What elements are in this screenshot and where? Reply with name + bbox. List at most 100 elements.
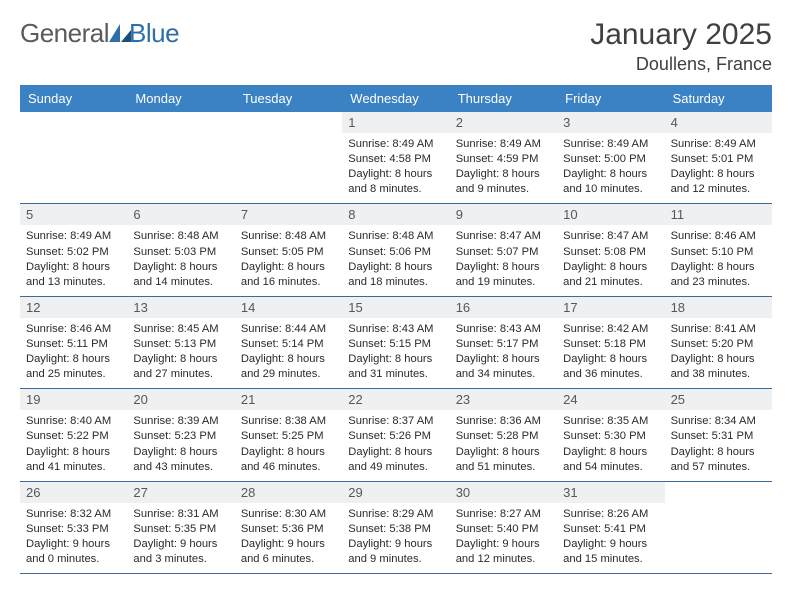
day-cell: 3Sunrise: 8:49 AMSunset: 5:00 PMDaylight… — [557, 112, 664, 203]
day-number: 3 — [557, 112, 664, 133]
day-info: Sunrise: 8:43 AMSunset: 5:17 PMDaylight:… — [450, 318, 557, 388]
day-cell: 16Sunrise: 8:43 AMSunset: 5:17 PMDayligh… — [450, 297, 557, 388]
day-number: 4 — [665, 112, 772, 133]
day-number: 20 — [127, 389, 234, 410]
day-cell: 11Sunrise: 8:46 AMSunset: 5:10 PMDayligh… — [665, 204, 772, 295]
calendar-grid: SundayMondayTuesdayWednesdayThursdayFrid… — [20, 85, 772, 574]
day-cell: 27Sunrise: 8:31 AMSunset: 5:35 PMDayligh… — [127, 482, 234, 573]
day-cell: 10Sunrise: 8:47 AMSunset: 5:08 PMDayligh… — [557, 204, 664, 295]
day-number: 19 — [20, 389, 127, 410]
day-info: Sunrise: 8:29 AMSunset: 5:38 PMDaylight:… — [342, 503, 449, 573]
day-number: 1 — [342, 112, 449, 133]
day-info: Sunrise: 8:36 AMSunset: 5:28 PMDaylight:… — [450, 410, 557, 480]
week-row: 12Sunrise: 8:46 AMSunset: 5:11 PMDayligh… — [20, 297, 772, 389]
day-number: 21 — [235, 389, 342, 410]
day-number: 6 — [127, 204, 234, 225]
day-cell — [20, 112, 127, 203]
day-cell: 9Sunrise: 8:47 AMSunset: 5:07 PMDaylight… — [450, 204, 557, 295]
day-info: Sunrise: 8:49 AMSunset: 4:58 PMDaylight:… — [342, 133, 449, 203]
logo-word-1: General — [20, 18, 109, 49]
month-title: January 2025 — [590, 18, 772, 52]
day-info: Sunrise: 8:27 AMSunset: 5:40 PMDaylight:… — [450, 503, 557, 573]
day-info: Sunrise: 8:49 AMSunset: 5:01 PMDaylight:… — [665, 133, 772, 203]
day-info: Sunrise: 8:48 AMSunset: 5:06 PMDaylight:… — [342, 225, 449, 295]
day-cell: 4Sunrise: 8:49 AMSunset: 5:01 PMDaylight… — [665, 112, 772, 203]
day-info: Sunrise: 8:43 AMSunset: 5:15 PMDaylight:… — [342, 318, 449, 388]
day-number: 22 — [342, 389, 449, 410]
weekday-header-cell: Sunday — [20, 85, 127, 112]
weekday-header-cell: Tuesday — [235, 85, 342, 112]
day-number: 5 — [20, 204, 127, 225]
day-cell: 12Sunrise: 8:46 AMSunset: 5:11 PMDayligh… — [20, 297, 127, 388]
day-cell: 26Sunrise: 8:32 AMSunset: 5:33 PMDayligh… — [20, 482, 127, 573]
week-row: 5Sunrise: 8:49 AMSunset: 5:02 PMDaylight… — [20, 204, 772, 296]
day-info: Sunrise: 8:39 AMSunset: 5:23 PMDaylight:… — [127, 410, 234, 480]
weekday-header-cell: Monday — [127, 85, 234, 112]
day-info: Sunrise: 8:32 AMSunset: 5:33 PMDaylight:… — [20, 503, 127, 573]
day-cell: 25Sunrise: 8:34 AMSunset: 5:31 PMDayligh… — [665, 389, 772, 480]
day-info: Sunrise: 8:44 AMSunset: 5:14 PMDaylight:… — [235, 318, 342, 388]
day-cell: 23Sunrise: 8:36 AMSunset: 5:28 PMDayligh… — [450, 389, 557, 480]
day-info: Sunrise: 8:46 AMSunset: 5:11 PMDaylight:… — [20, 318, 127, 388]
weeks-container: 1Sunrise: 8:49 AMSunset: 4:58 PMDaylight… — [20, 112, 772, 574]
day-cell: 2Sunrise: 8:49 AMSunset: 4:59 PMDaylight… — [450, 112, 557, 203]
day-info: Sunrise: 8:48 AMSunset: 5:03 PMDaylight:… — [127, 225, 234, 295]
day-number: 11 — [665, 204, 772, 225]
day-number: 26 — [20, 482, 127, 503]
day-cell: 29Sunrise: 8:29 AMSunset: 5:38 PMDayligh… — [342, 482, 449, 573]
day-cell: 30Sunrise: 8:27 AMSunset: 5:40 PMDayligh… — [450, 482, 557, 573]
day-number: 17 — [557, 297, 664, 318]
day-cell: 19Sunrise: 8:40 AMSunset: 5:22 PMDayligh… — [20, 389, 127, 480]
day-info: Sunrise: 8:37 AMSunset: 5:26 PMDaylight:… — [342, 410, 449, 480]
day-number: 18 — [665, 297, 772, 318]
day-cell: 22Sunrise: 8:37 AMSunset: 5:26 PMDayligh… — [342, 389, 449, 480]
day-info: Sunrise: 8:46 AMSunset: 5:10 PMDaylight:… — [665, 225, 772, 295]
day-cell: 5Sunrise: 8:49 AMSunset: 5:02 PMDaylight… — [20, 204, 127, 295]
day-number: 30 — [450, 482, 557, 503]
day-cell: 24Sunrise: 8:35 AMSunset: 5:30 PMDayligh… — [557, 389, 664, 480]
day-cell: 28Sunrise: 8:30 AMSunset: 5:36 PMDayligh… — [235, 482, 342, 573]
day-cell: 7Sunrise: 8:48 AMSunset: 5:05 PMDaylight… — [235, 204, 342, 295]
day-cell: 15Sunrise: 8:43 AMSunset: 5:15 PMDayligh… — [342, 297, 449, 388]
day-cell — [127, 112, 234, 203]
day-number: 7 — [235, 204, 342, 225]
header: General Blue January 2025 Doullens, Fran… — [20, 18, 772, 75]
day-cell: 1Sunrise: 8:49 AMSunset: 4:58 PMDaylight… — [342, 112, 449, 203]
day-number: 13 — [127, 297, 234, 318]
location-label: Doullens, France — [590, 54, 772, 75]
day-info: Sunrise: 8:49 AMSunset: 5:00 PMDaylight:… — [557, 133, 664, 203]
day-cell: 13Sunrise: 8:45 AMSunset: 5:13 PMDayligh… — [127, 297, 234, 388]
day-number: 9 — [450, 204, 557, 225]
day-cell: 31Sunrise: 8:26 AMSunset: 5:41 PMDayligh… — [557, 482, 664, 573]
day-info: Sunrise: 8:26 AMSunset: 5:41 PMDaylight:… — [557, 503, 664, 573]
calendar-page: General Blue January 2025 Doullens, Fran… — [0, 0, 792, 574]
day-info: Sunrise: 8:49 AMSunset: 5:02 PMDaylight:… — [20, 225, 127, 295]
day-number: 15 — [342, 297, 449, 318]
day-info: Sunrise: 8:38 AMSunset: 5:25 PMDaylight:… — [235, 410, 342, 480]
day-number: 31 — [557, 482, 664, 503]
day-number: 16 — [450, 297, 557, 318]
day-number: 2 — [450, 112, 557, 133]
logo: General Blue — [20, 18, 179, 49]
week-row: 26Sunrise: 8:32 AMSunset: 5:33 PMDayligh… — [20, 482, 772, 574]
weekday-header-cell: Thursday — [450, 85, 557, 112]
weekday-header-row: SundayMondayTuesdayWednesdayThursdayFrid… — [20, 85, 772, 112]
weekday-header-cell: Saturday — [665, 85, 772, 112]
day-cell — [665, 482, 772, 573]
day-number: 23 — [450, 389, 557, 410]
day-number: 24 — [557, 389, 664, 410]
day-number: 27 — [127, 482, 234, 503]
sail-icon — [109, 24, 131, 44]
day-cell: 6Sunrise: 8:48 AMSunset: 5:03 PMDaylight… — [127, 204, 234, 295]
logo-word-2: Blue — [129, 18, 179, 49]
day-info: Sunrise: 8:49 AMSunset: 4:59 PMDaylight:… — [450, 133, 557, 203]
day-cell: 18Sunrise: 8:41 AMSunset: 5:20 PMDayligh… — [665, 297, 772, 388]
week-row: 1Sunrise: 8:49 AMSunset: 4:58 PMDaylight… — [20, 112, 772, 204]
day-cell: 21Sunrise: 8:38 AMSunset: 5:25 PMDayligh… — [235, 389, 342, 480]
weekday-header-cell: Wednesday — [342, 85, 449, 112]
week-row: 19Sunrise: 8:40 AMSunset: 5:22 PMDayligh… — [20, 389, 772, 481]
day-info: Sunrise: 8:47 AMSunset: 5:08 PMDaylight:… — [557, 225, 664, 295]
day-number: 8 — [342, 204, 449, 225]
day-info: Sunrise: 8:30 AMSunset: 5:36 PMDaylight:… — [235, 503, 342, 573]
day-number: 28 — [235, 482, 342, 503]
